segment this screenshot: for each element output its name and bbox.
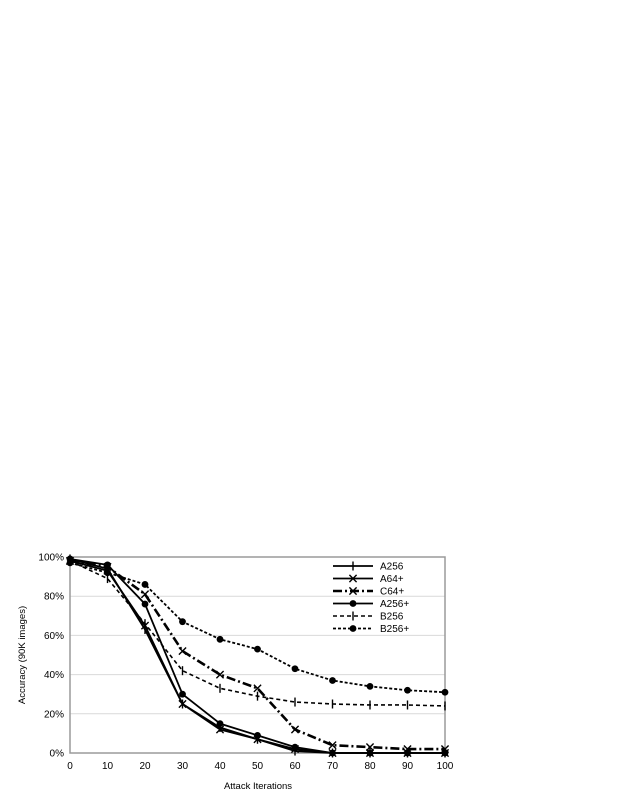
data-point bbox=[349, 600, 357, 607]
legend-entry: A64+ bbox=[333, 574, 404, 585]
data-point bbox=[329, 677, 336, 684]
x-tick-label: 0 bbox=[67, 761, 73, 772]
x-tick-label: 30 bbox=[177, 761, 189, 772]
data-point bbox=[329, 749, 336, 757]
x-tick-label: 20 bbox=[139, 761, 151, 772]
data-point bbox=[254, 645, 261, 653]
data-point bbox=[140, 590, 150, 599]
series-a256-plus bbox=[66, 555, 449, 757]
y-tick-label: 20% bbox=[44, 709, 64, 720]
data-point bbox=[179, 690, 186, 698]
data-point bbox=[178, 646, 187, 656]
series-line bbox=[69, 559, 445, 751]
legend-label: B256+ bbox=[380, 624, 409, 635]
legend-label: A64+ bbox=[380, 574, 404, 585]
data-point bbox=[215, 670, 225, 679]
data-point bbox=[404, 686, 411, 694]
data-point bbox=[348, 574, 358, 583]
data-point bbox=[253, 684, 262, 693]
legend-label: A256+ bbox=[380, 599, 409, 610]
data-point bbox=[179, 618, 186, 626]
data-point bbox=[290, 725, 300, 734]
legend-entry: A256 bbox=[333, 561, 404, 573]
plot-area-border bbox=[69, 556, 446, 754]
x-axis-ticks: 0 10 20 30 40 50 60 70 80 90 100 bbox=[67, 761, 454, 772]
data-point bbox=[104, 569, 111, 577]
data-point bbox=[104, 561, 111, 569]
x-tick-label: 10 bbox=[102, 761, 114, 772]
y-tick-label: 60% bbox=[44, 631, 64, 642]
data-point bbox=[178, 699, 187, 709]
legend-label: A256 bbox=[380, 562, 404, 573]
data-point bbox=[404, 749, 411, 757]
data-point bbox=[291, 665, 299, 673]
x-tick-label: 50 bbox=[252, 761, 264, 772]
legend-entry: C64+ bbox=[333, 587, 404, 598]
data-point bbox=[141, 581, 149, 588]
data-point bbox=[216, 720, 224, 727]
data-point bbox=[216, 635, 224, 643]
legend-label: C64+ bbox=[380, 587, 404, 598]
data-point bbox=[441, 688, 449, 696]
data-point bbox=[349, 625, 357, 632]
legend-entry: A256+ bbox=[333, 599, 409, 610]
y-axis-title: Accuracy (90K images) bbox=[17, 606, 28, 704]
x-tick-label: 70 bbox=[327, 761, 339, 772]
data-point bbox=[366, 682, 374, 690]
x-tick-label: 100 bbox=[437, 761, 454, 772]
y-axis-ticks: 0% 20% 40% 60% 80% 100% bbox=[38, 553, 64, 760]
data-point bbox=[328, 741, 337, 750]
data-point bbox=[254, 731, 261, 739]
data-point bbox=[291, 743, 299, 751]
y-tick-label: 80% bbox=[44, 592, 64, 603]
data-point bbox=[365, 743, 375, 752]
series-b256-plus bbox=[66, 559, 449, 696]
data-point bbox=[441, 749, 449, 757]
data-point bbox=[348, 586, 358, 596]
legend-label: B256 bbox=[380, 612, 404, 623]
data-point bbox=[141, 600, 149, 608]
legend-entry: B256+ bbox=[333, 624, 409, 635]
series-layer bbox=[65, 554, 450, 758]
x-tick-label: 60 bbox=[289, 761, 301, 772]
x-tick-label: 40 bbox=[214, 761, 226, 772]
y-tick-label: 100% bbox=[38, 553, 64, 564]
y-tick-label: 0% bbox=[50, 749, 65, 760]
y-tick-label: 40% bbox=[44, 670, 64, 681]
x-tick-label: 90 bbox=[402, 761, 414, 772]
data-point bbox=[215, 725, 225, 734]
x-tick-label: 80 bbox=[364, 761, 376, 772]
x-axis-title: Attack Iterations bbox=[224, 781, 292, 792]
data-point bbox=[66, 559, 74, 567]
legend-entry: B256 bbox=[333, 611, 404, 623]
gridlines bbox=[70, 595, 445, 715]
data-point bbox=[366, 749, 374, 757]
